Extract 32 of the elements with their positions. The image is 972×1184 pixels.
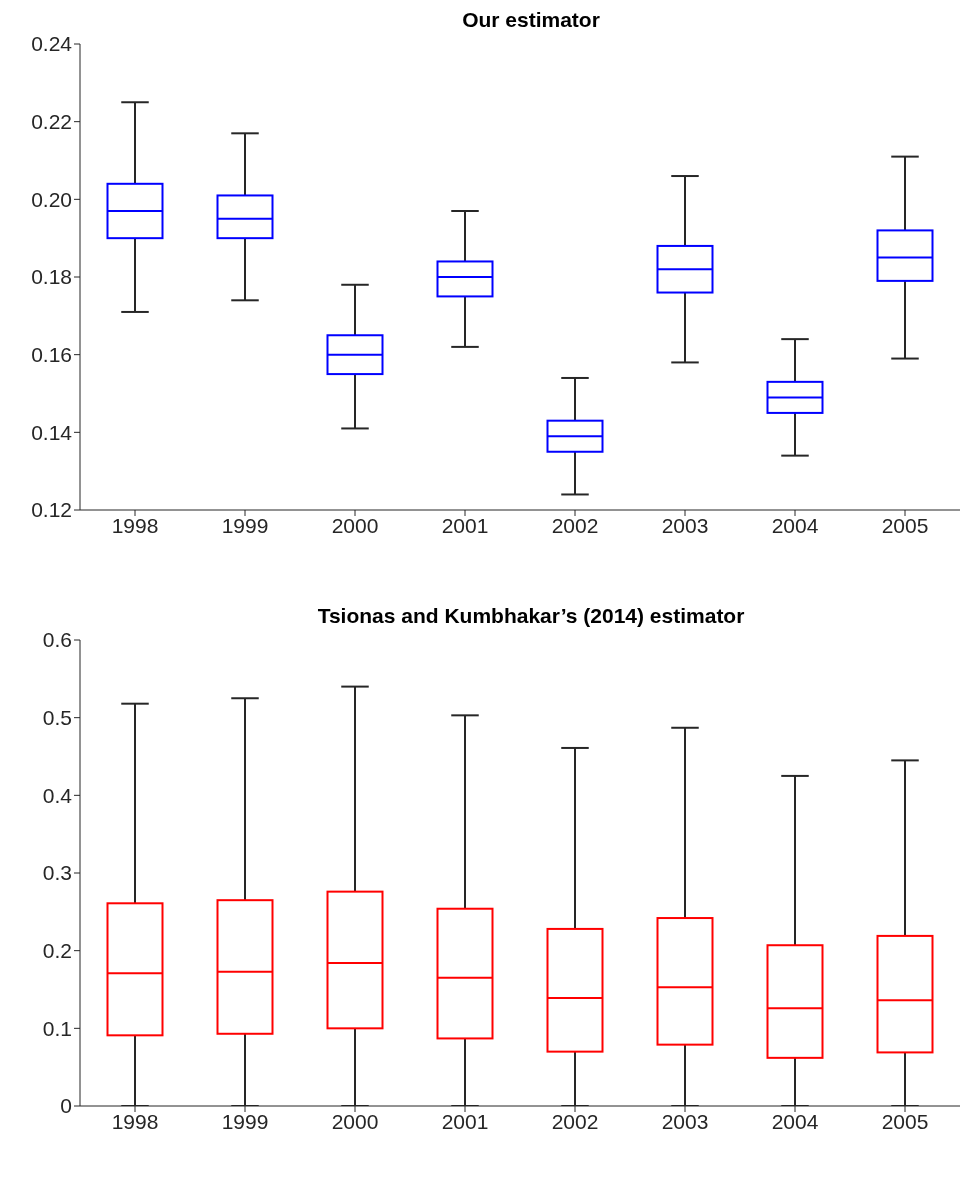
x-tick-label: 2001 bbox=[441, 1109, 489, 1133]
x-tick-label: 2005 bbox=[881, 1109, 929, 1133]
y-tick-label: 0.22 bbox=[31, 110, 72, 134]
y-tick-label: 0.3 bbox=[42, 861, 72, 885]
x-tick-label: 2002 bbox=[551, 513, 599, 537]
x-tick-label: 2002 bbox=[551, 1109, 599, 1133]
x-tick-label: 2003 bbox=[661, 1109, 709, 1133]
y-tick-label: 0.12 bbox=[31, 498, 72, 522]
y-tick-label: 0.1 bbox=[42, 1016, 72, 1040]
x-tick-label: 2005 bbox=[881, 513, 929, 537]
y-tick-label: 0.4 bbox=[42, 783, 73, 807]
y-tick-label: 0.6 bbox=[42, 628, 72, 652]
x-tick-label: 2003 bbox=[661, 513, 709, 537]
chart-title: Tsionas and Kumbhakar’s (2014) estimator bbox=[316, 604, 746, 629]
y-tick-label: 0.16 bbox=[31, 343, 72, 367]
x-tick-label: 2001 bbox=[441, 513, 489, 537]
y-tick-label: 0.20 bbox=[31, 187, 72, 211]
y-tick-label: 0.14 bbox=[31, 420, 73, 444]
x-tick-label: 2004 bbox=[771, 1109, 819, 1133]
y-tick-label: 0.2 bbox=[42, 939, 72, 963]
y-tick-label: 0.24 bbox=[31, 32, 73, 56]
x-tick-label: 2000 bbox=[331, 513, 379, 537]
x-tick-label: 2000 bbox=[331, 1109, 379, 1133]
y-tick-label: 0.5 bbox=[42, 706, 72, 730]
x-tick-label: 2004 bbox=[771, 513, 819, 537]
x-tick-label: 1999 bbox=[221, 513, 269, 537]
x-tick-label: 1998 bbox=[111, 513, 159, 537]
y-tick-label: 0.18 bbox=[31, 265, 72, 289]
y-tick-label: 0 bbox=[60, 1094, 72, 1118]
chart-title: Our estimator bbox=[461, 8, 601, 33]
x-tick-label: 1999 bbox=[221, 1109, 269, 1133]
x-tick-label: 1998 bbox=[111, 1109, 159, 1133]
